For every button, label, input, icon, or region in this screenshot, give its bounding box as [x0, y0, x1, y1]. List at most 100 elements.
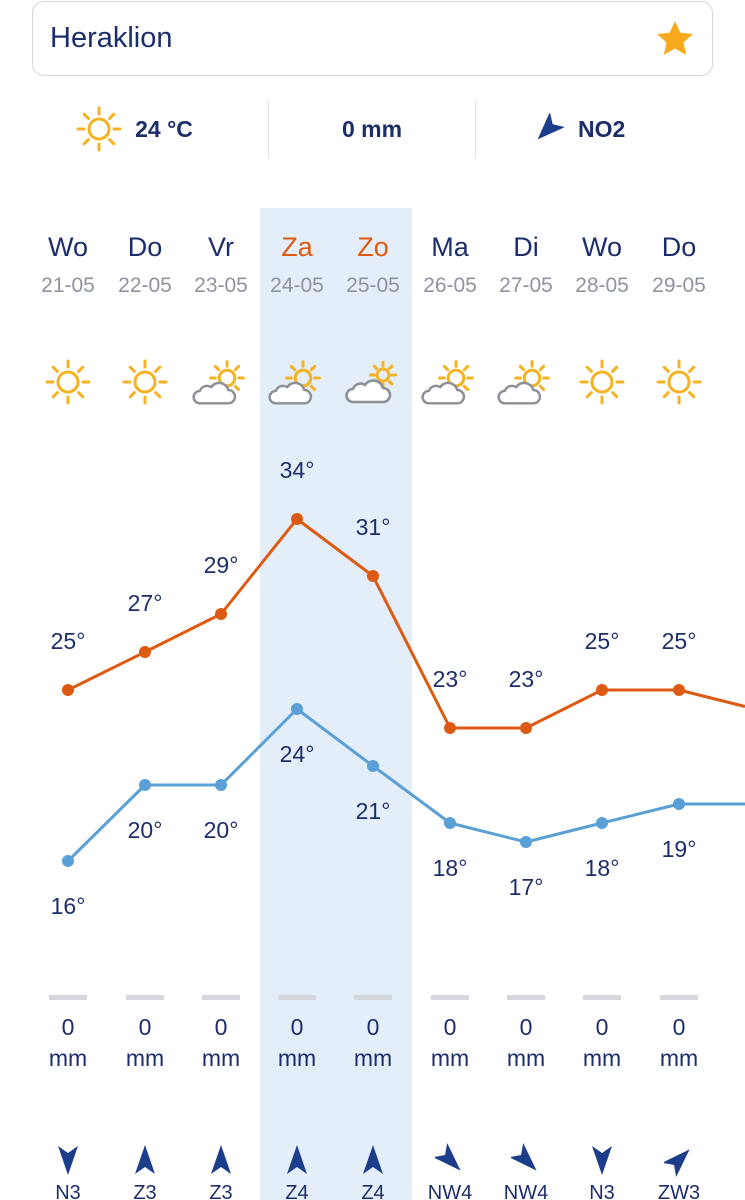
- max-temperature-label: 23°: [432, 666, 468, 692]
- wind-label: NW4: [503, 1182, 549, 1200]
- wind-arrow-icon: [537, 113, 564, 140]
- min-temperature-point: [444, 817, 456, 829]
- partly-cloudy-icon: [421, 360, 474, 405]
- precipitation-value: 0 mm: [107, 1012, 183, 1074]
- min-temperature-label: 20°: [127, 817, 163, 843]
- min-temperature-point: [596, 817, 608, 829]
- precipitation-unit: mm: [277, 1045, 317, 1071]
- wind-arrow-icon: [287, 1145, 307, 1174]
- min-temperature-label: 18°: [584, 855, 620, 881]
- precipitation-bar: [278, 995, 316, 1000]
- precipitation-value: 0 mm: [641, 1012, 717, 1074]
- precipitation-unit: mm: [201, 1045, 241, 1071]
- min-temperature-point: [139, 779, 151, 791]
- min-temperature-label: 17°: [508, 874, 544, 900]
- min-temperature-point: [520, 836, 532, 848]
- max-temperature-label: 31°: [355, 514, 391, 540]
- max-temperature-label: 34°: [279, 457, 315, 483]
- wind-label: NW4: [427, 1182, 473, 1200]
- precipitation-value: 0 mm: [412, 1012, 488, 1074]
- partly-cloudy-icon: [497, 360, 550, 405]
- precipitation-bar: [49, 995, 87, 1000]
- precipitation-amount: 0: [595, 1014, 609, 1040]
- wind-label: Z3: [209, 1182, 233, 1200]
- wind-arrow-icon: [592, 1146, 612, 1175]
- wind-arrow-icon: [211, 1145, 231, 1174]
- precipitation-value: 0 mm: [259, 1012, 335, 1074]
- precipitation-amount: 0: [672, 1014, 686, 1040]
- sun-icon: [45, 359, 91, 405]
- precipitation-value: 0 mm: [335, 1012, 411, 1074]
- wind-label: ZW3: [657, 1182, 701, 1200]
- precipitation-bar: [660, 995, 698, 1000]
- precipitation-unit: mm: [430, 1045, 470, 1071]
- precipitation-bar: [126, 995, 164, 1000]
- wind-label: Z3: [133, 1182, 157, 1200]
- sun-icon: [76, 106, 122, 152]
- precipitation-unit: mm: [48, 1045, 88, 1071]
- max-temperature-point: [596, 684, 608, 696]
- max-temperature-point: [215, 608, 227, 620]
- min-temperature-label: 18°: [432, 855, 468, 881]
- day-name: Di: [513, 232, 539, 262]
- max-temperature-label: 25°: [661, 628, 697, 654]
- day-date: 26-05: [423, 274, 477, 297]
- day-date: 29-05: [652, 274, 706, 297]
- wind-label: Z4: [361, 1182, 385, 1200]
- min-temperature-point: [62, 855, 74, 867]
- wind-arrow-icon: [363, 1145, 383, 1174]
- wind-arrow-icon: [664, 1149, 690, 1177]
- precipitation-bar: [507, 995, 545, 1000]
- max-temperature-point: [444, 722, 456, 734]
- min-temperature-label: 21°: [355, 798, 391, 824]
- wind-label: N3: [589, 1182, 615, 1200]
- divider: [475, 100, 476, 158]
- day-date: 21-05: [41, 274, 95, 297]
- min-temperature-point: [215, 779, 227, 791]
- precipitation-unit: mm: [582, 1045, 622, 1071]
- max-temperature-label: 27°: [127, 590, 163, 616]
- max-temperature-point: [291, 513, 303, 525]
- precipitation-value: 0 mm: [30, 1012, 106, 1074]
- divider: [268, 100, 269, 158]
- wind-label: N3: [55, 1182, 81, 1200]
- day-name: Do: [661, 232, 697, 262]
- wind-arrow-icon: [435, 1143, 461, 1171]
- summary-precipitation: 0 mm: [269, 100, 475, 158]
- precipitation-amount: 0: [138, 1014, 152, 1040]
- precipitation-amount: 0: [61, 1014, 75, 1040]
- precipitation-amount: 0: [214, 1014, 228, 1040]
- min-temperature-point: [367, 760, 379, 772]
- current-precipitation: 0 mm: [341, 115, 403, 142]
- precipitation-unit: mm: [659, 1045, 699, 1071]
- min-temperature-point: [673, 798, 685, 810]
- summary-wind: NO2: [476, 100, 745, 158]
- precipitation-unit: mm: [125, 1045, 165, 1071]
- day-name: Ma: [431, 232, 469, 262]
- precipitation-bar: [354, 995, 392, 1000]
- day-date: 22-05: [118, 274, 172, 297]
- day-date: 27-05: [499, 274, 553, 297]
- day-date: 23-05: [194, 274, 248, 297]
- partly-cloudy-icon: [268, 360, 321, 405]
- star-icon[interactable]: [654, 18, 696, 60]
- precipitation-amount: 0: [443, 1014, 457, 1040]
- max-temperature-point: [367, 570, 379, 582]
- day-name: Zo: [357, 232, 389, 262]
- precipitation-bar: [583, 995, 621, 1000]
- location-search[interactable]: Heraklion: [32, 1, 713, 76]
- precipitation-bar: [202, 995, 240, 1000]
- precipitation-unit: mm: [353, 1045, 393, 1071]
- max-temperature-label: 25°: [584, 628, 620, 654]
- day-date: 28-05: [575, 274, 629, 297]
- max-temperature-label: 29°: [203, 552, 239, 578]
- precipitation-value: 0 mm: [183, 1012, 259, 1074]
- precipitation-amount: 0: [290, 1014, 304, 1040]
- precipitation-amount: 0: [366, 1014, 380, 1040]
- cloudy-sun-icon: [345, 360, 398, 404]
- wind-label: Z4: [285, 1182, 309, 1200]
- min-temperature-line: [66, 707, 745, 863]
- min-temperature-label: 24°: [279, 741, 315, 767]
- current-summary: 24 °C 0 mm NO2: [0, 100, 745, 158]
